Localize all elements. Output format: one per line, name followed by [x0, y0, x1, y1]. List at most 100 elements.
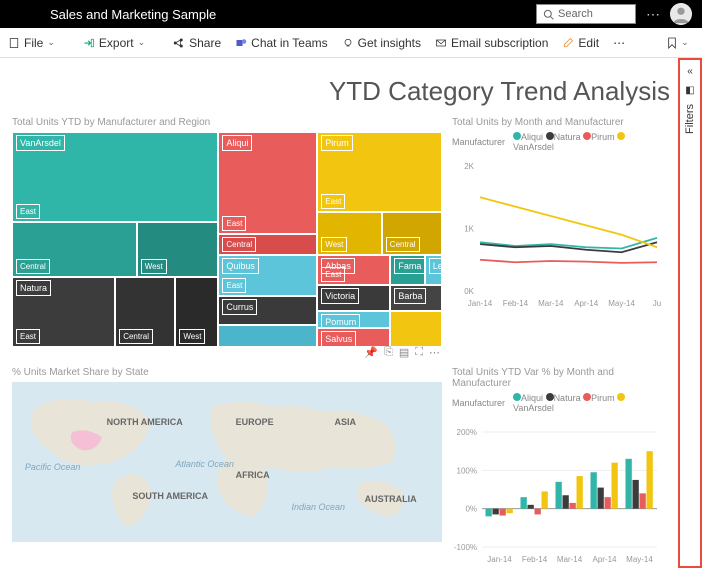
treemap-cell[interactable]: VanArsdelEast [12, 132, 218, 222]
svg-text:Apr-14: Apr-14 [592, 555, 617, 564]
treemap-cell[interactable]: Barba [390, 285, 442, 311]
svg-text:100%: 100% [457, 466, 477, 475]
collapse-icon[interactable]: « [687, 66, 693, 77]
focus-icon[interactable]: ⛶ [415, 346, 423, 359]
chat-teams-button[interactable]: Chat in Teams [235, 36, 327, 50]
svg-text:Apr-14: Apr-14 [574, 299, 599, 308]
map-label: ASIA [335, 417, 357, 427]
barchart-svg: -100% 0% 100% 200% Jan-14 Feb-14 Mar-14 Apr-14 M… [452, 417, 662, 577]
treemap-cell[interactable]: AbbasEast [317, 255, 390, 284]
more-options[interactable]: ⋯ [646, 6, 660, 23]
map-label: SOUTH AMERICA [132, 491, 208, 501]
map-label: EUROPE [236, 417, 274, 427]
svg-text:2K: 2K [464, 162, 474, 171]
map-label: AFRICA [236, 470, 270, 480]
svg-text:-100%: -100% [454, 543, 477, 552]
linechart-tile[interactable]: Total Units by Month and Manufacturer Ma… [452, 117, 662, 357]
filter-icon[interactable]: ▤ [399, 346, 409, 359]
tile-actions: 📌 ⎘ ▤ ⛶ ⋯ [364, 346, 440, 359]
treemap-cell[interactable]: NaturaEast [12, 277, 115, 347]
treemap-cell[interactable]: Central [382, 212, 442, 256]
svg-text:200%: 200% [457, 428, 477, 437]
map-label: AUSTRALIA [365, 494, 417, 504]
svg-text:Feb-14: Feb-14 [503, 299, 529, 308]
export-menu[interactable]: Export ⌄ [83, 36, 145, 50]
chat-label: Chat in Teams [251, 36, 327, 50]
more-button[interactable]: ⋯ [613, 36, 625, 50]
treemap-cell[interactable]: West [175, 277, 218, 347]
filters-icon: ◧ [685, 85, 694, 96]
pencil-icon [562, 37, 574, 49]
barchart-title: Total Units YTD Var % by Month and Manuf… [452, 367, 662, 389]
barchart-legend: Manufacturer Aliqui Natura Pirum VanArsd… [452, 393, 662, 413]
export-label: Export [99, 36, 134, 50]
svg-text:Ju: Ju [653, 299, 661, 308]
user-avatar[interactable] [670, 3, 692, 25]
map-tile[interactable]: % Units Market Share by State NORTH AMER… [12, 367, 442, 547]
legend-label: Manufacturer [452, 137, 505, 147]
linechart-svg: 0K1K2KJan-14Feb-14Mar-14Apr-14May-14Ju [452, 156, 662, 316]
linechart-title: Total Units by Month and Manufacturer [452, 117, 662, 128]
treemap-cell[interactable]: Fama [390, 255, 424, 284]
treemap-cell[interactable]: Leo [425, 255, 442, 284]
bookmark-button[interactable]: ⌄ [667, 37, 689, 49]
treemap-cell[interactable]: Victoria [317, 285, 390, 311]
filters-pane[interactable]: « ◧ Filters [678, 58, 702, 568]
map-label: NORTH AMERICA [107, 417, 183, 427]
teams-icon [235, 37, 247, 49]
treemap-cell[interactable]: Pomum [317, 311, 390, 328]
svg-text:1K: 1K [464, 225, 474, 234]
file-menu[interactable]: File ⌄ [8, 36, 55, 50]
search-input[interactable]: Search [536, 4, 636, 24]
treemap-cell[interactable] [390, 311, 442, 347]
share-button[interactable]: Share [173, 36, 221, 50]
insights-label: Get insights [358, 36, 421, 50]
treemap-title: Total Units YTD by Manufacturer and Regi… [12, 117, 442, 128]
treemap-cell[interactable]: Currus [218, 296, 317, 325]
map-svg: NORTH AMERICA EUROPE ASIA AFRICA SOUTH AMERI… [12, 382, 442, 542]
treemap-cell[interactable]: West [317, 212, 382, 256]
search-placeholder: Search [558, 8, 593, 20]
search-icon [543, 9, 554, 20]
mail-icon [435, 37, 447, 49]
share-label: Share [189, 36, 221, 50]
treemap-cell[interactable]: AliquiEast [218, 132, 317, 234]
treemap-tile[interactable]: Total Units YTD by Manufacturer and Regi… [12, 117, 442, 357]
treemap-cell[interactable]: Central [115, 277, 175, 347]
insights-button[interactable]: Get insights [342, 36, 421, 50]
map-label: Indian Ocean [292, 502, 346, 512]
legend-label: Manufacturer [452, 398, 505, 408]
treemap-cell[interactable]: West [137, 222, 219, 277]
chevron-down-icon: ⌄ [47, 37, 55, 48]
treemap-cell[interactable]: Central [218, 234, 317, 256]
svg-text:Jan-14: Jan-14 [487, 555, 512, 564]
chevron-down-icon: ⌄ [138, 37, 146, 48]
svg-text:Mar-14: Mar-14 [557, 555, 583, 564]
map-label: Pacific Ocean [25, 462, 81, 472]
linechart-legend: Manufacturer Aliqui Natura Pirum VanArsd… [452, 132, 662, 152]
email-button[interactable]: Email subscription [435, 36, 548, 50]
barchart-tile[interactable]: Total Units YTD Var % by Month and Manuf… [452, 367, 662, 547]
treemap-cell[interactable]: QuibusEast [218, 255, 317, 296]
treemap-cell[interactable]: PirumEast [317, 132, 442, 212]
edit-button[interactable]: Edit [562, 36, 599, 50]
map-label: Atlantic Ocean [175, 459, 234, 469]
svg-text:May-14: May-14 [626, 555, 653, 564]
filters-label: Filters [684, 104, 696, 134]
treemap-cell[interactable]: Central [12, 222, 137, 277]
bulb-icon [342, 37, 354, 49]
share-icon [173, 37, 185, 49]
file-icon [8, 37, 20, 49]
bookmark-icon [667, 37, 677, 49]
export-icon [83, 37, 95, 49]
svg-text:0%: 0% [465, 505, 477, 514]
svg-text:May-14: May-14 [608, 299, 635, 308]
pin-icon[interactable]: 📌 [364, 346, 378, 359]
more-icon[interactable]: ⋯ [429, 346, 440, 359]
svg-text:0K: 0K [464, 287, 474, 296]
treemap-cell[interactable]: Salvus [317, 328, 390, 347]
copy-icon[interactable]: ⎘ [384, 346, 393, 359]
treemap-cell[interactable] [218, 325, 317, 347]
svg-text:Feb-14: Feb-14 [522, 555, 548, 564]
toolbar: File ⌄ Export ⌄ Share Chat in Teams Get … [0, 28, 702, 58]
